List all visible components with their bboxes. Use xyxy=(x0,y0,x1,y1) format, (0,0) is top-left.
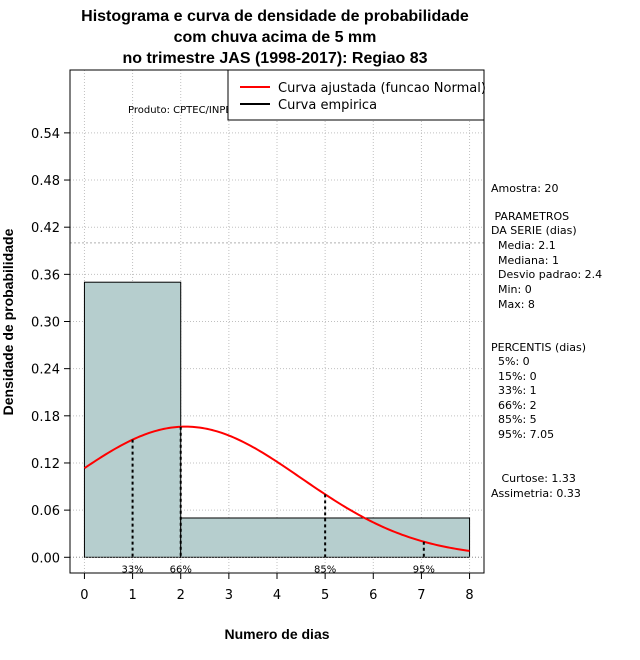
percentile-label-2: 66% xyxy=(170,564,192,575)
x-tick-label: 1 xyxy=(128,588,136,603)
histogram-bar-1 xyxy=(83,281,182,558)
stat-max: Max: 8 xyxy=(491,298,535,311)
stat-curtose: Curtose: 1.33 xyxy=(491,472,576,485)
stat-p5: 5%: 0 xyxy=(491,355,530,368)
stat-percentis-title: PERCENTIS (dias) xyxy=(491,341,587,354)
x-tick-label: 3 xyxy=(225,588,233,603)
stat-p33: 33%: 1 xyxy=(491,384,537,397)
percentile-label-3: 85% xyxy=(314,564,336,575)
stat-p66: 66%: 2 xyxy=(491,399,537,412)
stat-p85: 85%: 5 xyxy=(491,413,537,426)
legend-box xyxy=(227,69,485,121)
normal-fit-curve xyxy=(83,425,470,552)
x-tick-label: 7 xyxy=(417,588,425,603)
stat-desvio: Desvio padrao: 2.4 xyxy=(491,268,603,281)
stat-param-title-2: DA SERIE (dias) xyxy=(491,224,577,237)
y-tick-label: 0.24 xyxy=(31,363,60,378)
y-tick-label: 0.00 xyxy=(31,551,60,566)
y-tick-label: 0.42 xyxy=(31,221,60,236)
x-tick-label: 4 xyxy=(273,588,281,603)
percentile-label-1: 33% xyxy=(121,564,143,575)
x-axis-label: Numero de dias xyxy=(224,626,329,642)
y-tick-label: 0.54 xyxy=(31,127,60,142)
x-tick-label: 0 xyxy=(80,588,88,603)
stat-param-title-1: PARAMETROS xyxy=(491,210,570,223)
y-tick-label: 0.06 xyxy=(31,504,60,519)
y-tick-label: 0.12 xyxy=(31,457,60,472)
y-tick-label: 0.36 xyxy=(31,268,60,283)
chart-title-line-3: no trimestre JAS (1998-2017): Regiao 83 xyxy=(122,50,427,67)
stat-assimetria: Assimetria: 0.33 xyxy=(491,487,581,500)
stat-p15: 15%: 0 xyxy=(491,370,537,383)
legend-label-1: Curva ajustada (funcao Normal) xyxy=(278,81,486,96)
stat-amostra: Amostra: 20 xyxy=(491,182,559,195)
x-tick-label: 5 xyxy=(321,588,329,603)
stat-mediana: Mediana: 1 xyxy=(491,254,559,267)
stat-min: Min: 0 xyxy=(491,283,532,296)
y-axis-label: Densidade de probabilidade xyxy=(0,228,16,415)
chart-title-line-1: Histograma e curva de densidade de proba… xyxy=(81,8,469,25)
x-tick-label: 6 xyxy=(369,588,377,603)
y-tick-label: 0.18 xyxy=(31,410,60,425)
x-tick-label: 2 xyxy=(177,588,185,603)
stat-media: Media: 2.1 xyxy=(491,239,556,252)
product-annotation: Produto: CPTEC/INPE xyxy=(128,105,232,116)
y-tick-label: 0.48 xyxy=(31,174,60,189)
legend-label-2: Curva empirica xyxy=(278,98,377,113)
chart-title-line-2: com chuva acima de 5 mm xyxy=(174,29,377,46)
y-tick-label: 0.30 xyxy=(31,316,60,331)
x-tick-label: 8 xyxy=(465,588,473,603)
stat-p95: 95%: 7.05 xyxy=(491,428,555,441)
percentile-label-4: 95% xyxy=(413,564,435,575)
